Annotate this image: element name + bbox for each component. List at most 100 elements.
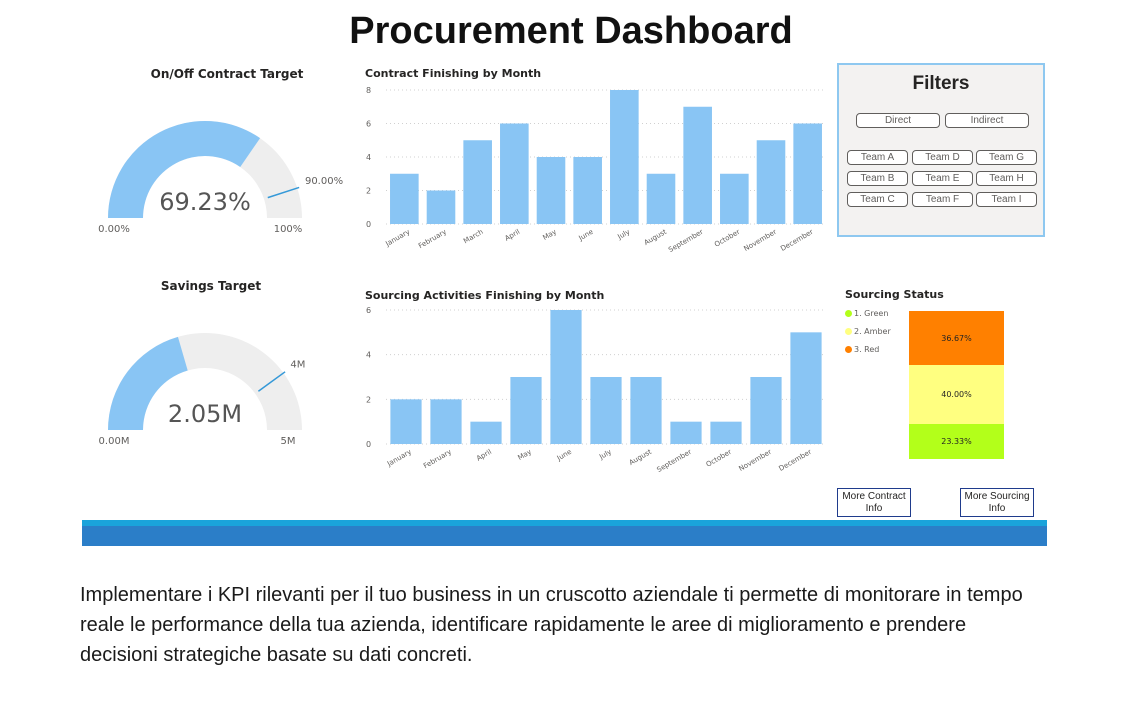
filter-team-i-button[interactable]: Team I <box>976 192 1037 207</box>
x-tick-label: April <box>503 228 521 243</box>
gauge-target-label: 90.00% <box>305 176 343 187</box>
filter-team-d-button[interactable]: Team D <box>912 150 973 165</box>
x-tick-label: January <box>385 448 413 469</box>
legend-item-amber: 2. Amber <box>845 327 891 336</box>
bar-december <box>793 123 822 224</box>
filter-team-f-button[interactable]: Team F <box>912 192 973 207</box>
savings-target-gauge: 2.05M 0.00M 5M 4M <box>99 333 305 447</box>
legend-label-green: 1. Green <box>854 309 889 318</box>
x-tick-label: February <box>422 448 453 470</box>
bar-august <box>646 173 676 224</box>
contract-chart-title: Contract Finishing by Month <box>365 67 542 80</box>
x-tick-label: March <box>462 228 484 246</box>
y-tick-label: 6 <box>366 120 371 129</box>
gauge-target-marker <box>257 371 286 392</box>
status-segment-green: 23.33% <box>909 424 1004 459</box>
filter-team-h-button[interactable]: Team H <box>976 171 1037 186</box>
filter-team-g-button[interactable]: Team G <box>976 150 1037 165</box>
legend-item-red: 3. Red <box>845 345 879 354</box>
bar-december <box>790 332 822 444</box>
filter-direct-button[interactable]: Direct <box>856 113 940 128</box>
status-segment-red: 36.67% <box>909 311 1004 366</box>
description-text: Implementare i KPI rilevanti per il tuo … <box>80 584 1023 666</box>
more-sourcing-info-button[interactable]: More Sourcing Info <box>960 488 1034 517</box>
bar-november <box>750 377 782 444</box>
gauge-target-marker <box>267 186 300 199</box>
x-tick-label: May <box>516 448 533 462</box>
x-tick-label: September <box>655 448 693 474</box>
status-segment-red-label: 36.67% <box>941 333 972 343</box>
bar-august <box>630 377 662 444</box>
y-tick-label: 4 <box>366 153 371 162</box>
x-tick-label: August <box>643 228 668 247</box>
bar-october <box>720 173 749 224</box>
bar-january <box>390 399 422 444</box>
savings-gauge-title: Savings Target <box>160 279 262 293</box>
gauge-target-label: 4M <box>290 359 305 370</box>
gauge-max-label: 100% <box>274 224 303 235</box>
gauge-max-label: 5M <box>281 436 296 447</box>
more-contract-info-button[interactable]: More Contract Info <box>837 488 911 517</box>
bar-april <box>500 123 529 224</box>
filter-team-b-button[interactable]: Team B <box>847 171 908 186</box>
legend-dot-green <box>845 310 852 317</box>
bar-february <box>426 190 456 224</box>
sourcing-activities-chart: 0 2 4 6 January February April May June July Augus… <box>366 306 826 474</box>
bar-september <box>683 106 712 224</box>
bar-october <box>710 421 742 444</box>
y-tick-label: 2 <box>366 395 371 404</box>
contract-gauge-title: On/Off Contract Target <box>150 67 304 81</box>
bar-may <box>536 157 566 224</box>
x-tick-label: October <box>705 448 733 469</box>
status-segment-amber-label: 40.00% <box>941 390 972 400</box>
gauge-value-label: 2.05M <box>168 400 242 428</box>
filters-title: Filters <box>912 73 970 94</box>
y-tick-label: 0 <box>366 220 371 229</box>
x-tick-label: May <box>541 228 558 242</box>
y-tick-label: 8 <box>366 86 371 95</box>
legend-dot-red <box>845 346 852 353</box>
sourcing-status-title: Sourcing Status <box>845 288 944 301</box>
y-tick-label: 6 <box>366 306 371 315</box>
gauge-value-arc <box>108 336 188 430</box>
x-tick-label: September <box>667 228 705 254</box>
legend-label-amber: 2. Amber <box>854 327 891 336</box>
y-tick-label: 0 <box>366 440 371 449</box>
status-segment-amber: 40.00% <box>909 365 1004 425</box>
x-tick-label: November <box>742 228 778 253</box>
filter-team-e-button[interactable]: Team E <box>912 171 973 186</box>
gauge-value-label: 69.23% <box>159 188 251 216</box>
contract-target-gauge: 69.23% 0.00% 100% 90.00% <box>98 120 343 235</box>
filter-indirect-button[interactable]: Indirect <box>945 113 1029 128</box>
x-tick-label: December <box>779 228 815 253</box>
contract-finishing-chart: 0 2 4 6 8 January February March April May June Jul… <box>366 86 826 254</box>
x-tick-label: July <box>597 448 613 462</box>
footer-accent-bar <box>82 520 1047 526</box>
bar-july <box>590 377 622 444</box>
bar-april <box>470 421 502 444</box>
gauge-min-label: 0.00M <box>99 436 130 447</box>
sourcing-chart-title: Sourcing Activities Finishing by Month <box>365 289 605 302</box>
footer-bar <box>82 526 1047 546</box>
x-tick-label: June <box>577 228 595 243</box>
legend-dot-amber <box>845 328 852 335</box>
x-tick-label: June <box>555 448 573 463</box>
x-tick-label: January <box>383 228 411 249</box>
bar-may <box>510 377 542 444</box>
x-tick-label: November <box>737 448 773 473</box>
y-tick-label: 4 <box>366 351 371 360</box>
status-segment-green-label: 23.33% <box>941 437 972 447</box>
x-tick-label: July <box>616 228 632 242</box>
bar-june <box>573 157 602 224</box>
bar-june <box>550 310 582 444</box>
filter-team-c-button[interactable]: Team C <box>847 192 908 207</box>
y-tick-label: 2 <box>366 187 371 196</box>
dashboard-title: Procurement Dashboard <box>349 10 793 52</box>
x-tick-label: February <box>417 228 448 250</box>
x-tick-label: October <box>713 228 741 249</box>
bar-january <box>390 173 419 224</box>
bar-november <box>756 140 786 224</box>
gauge-min-label: 0.00% <box>98 224 130 235</box>
filter-team-a-button[interactable]: Team A <box>847 150 908 165</box>
legend-label-red: 3. Red <box>854 345 880 354</box>
